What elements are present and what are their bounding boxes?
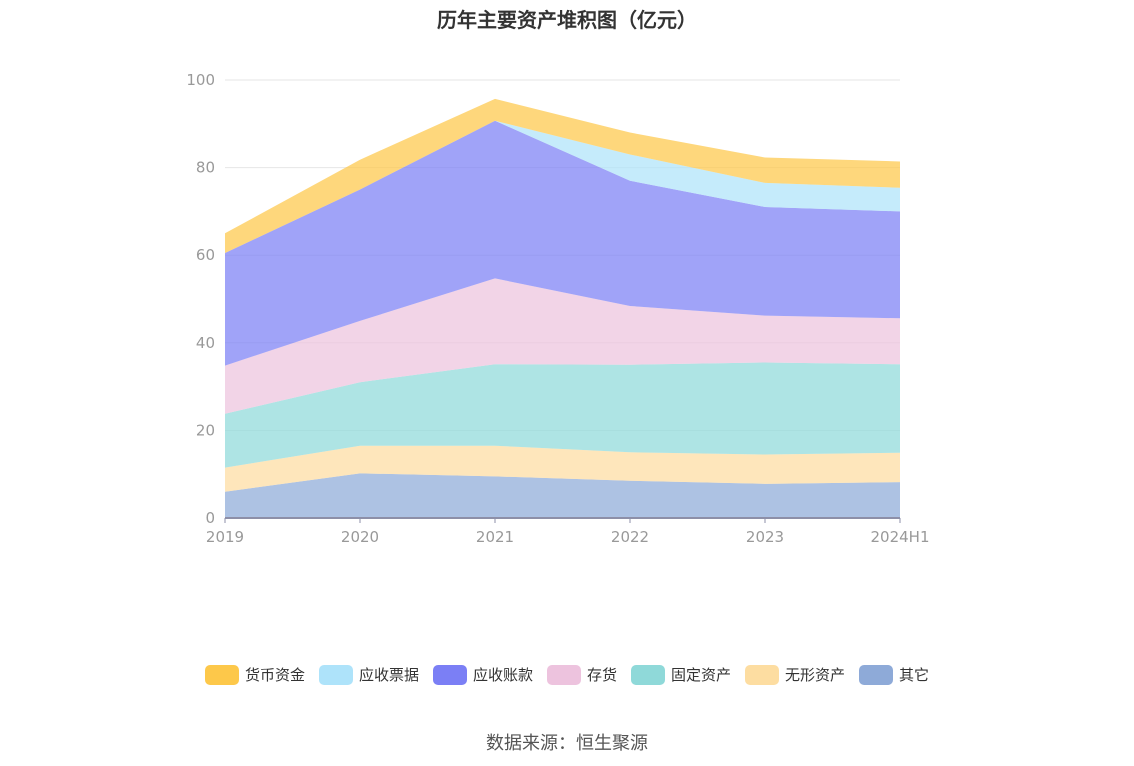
legend-item[interactable]: 无形资产: [745, 664, 845, 685]
legend-label: 其它: [899, 666, 930, 684]
x-tick-label: 2023: [746, 528, 784, 546]
y-tick-label: 40: [196, 334, 215, 352]
legend-item[interactable]: 应收票据: [318, 664, 419, 685]
legend-label: 无形资产: [785, 666, 846, 684]
legend: 货币资金 应收票据 应收账款 存货 固定资产 无形资产 其它: [0, 664, 1134, 685]
area-货币资金: [225, 98, 900, 254]
legend-item[interactable]: 固定资产: [631, 664, 731, 685]
x-tick-label: 2024H1: [871, 528, 930, 546]
x-tick-label: 2021: [476, 528, 514, 546]
y-tick-label: 20: [196, 421, 215, 439]
legend-item[interactable]: 应收账款: [432, 664, 533, 685]
legend-swatch: [745, 664, 780, 685]
legend-label: 应收账款: [472, 666, 533, 684]
legend-swatch: [318, 664, 353, 685]
x-tick-label: 2019: [206, 528, 244, 546]
legend-swatch: [204, 664, 239, 685]
legend-swatch: [546, 664, 581, 685]
source-note: 数据来源：恒生聚源: [486, 733, 648, 754]
area-应收票据: [225, 120, 900, 254]
area-固定资产: [225, 362, 900, 468]
axes: 0 20 40 60 80 100 2019 2020 2021 2022 2023 2024H1: [186, 71, 929, 546]
area-存货: [225, 278, 900, 414]
y-tick-label: 60: [196, 246, 215, 264]
area-应收账款: [225, 120, 900, 366]
y-tick-label: 100: [186, 71, 215, 89]
legend-item[interactable]: 存货: [546, 664, 617, 685]
area-series: [225, 98, 900, 518]
x-tick-label: 2020: [341, 528, 379, 546]
x-tick-label: 2022: [611, 528, 649, 546]
legend-item[interactable]: 其它: [859, 664, 929, 685]
legend-item[interactable]: 货币资金: [204, 664, 305, 685]
legend-swatch: [432, 664, 467, 685]
legend-label: 固定资产: [671, 666, 732, 684]
legend-label: 存货: [586, 666, 617, 684]
chart-title: 历年主要资产堆积图（亿元）: [437, 8, 697, 32]
legend-label: 货币资金: [244, 666, 305, 684]
y-tick-label: 80: [196, 159, 215, 177]
y-tick-label: 0: [205, 509, 215, 527]
area-无形资产: [225, 445, 900, 492]
legend-swatch: [859, 664, 894, 685]
area-其它: [225, 473, 900, 518]
legend-swatch: [631, 664, 665, 685]
legend-label: 应收票据: [358, 666, 419, 684]
